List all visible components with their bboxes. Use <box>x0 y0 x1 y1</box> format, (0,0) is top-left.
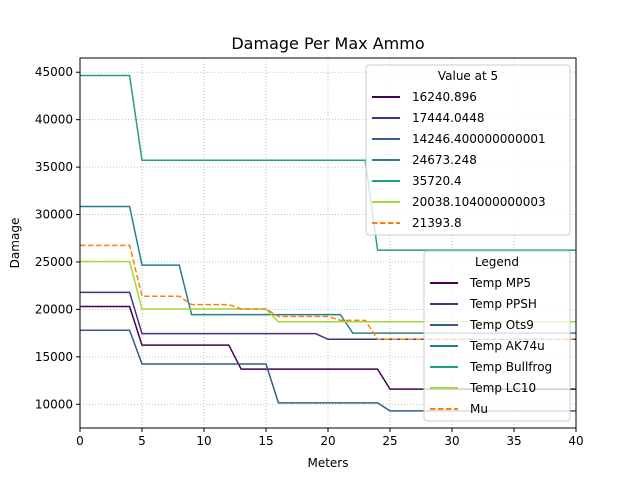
series-line-temp-lc10 <box>80 260 576 323</box>
legend-box <box>423 250 571 422</box>
legend-entry-label: 24673.248 <box>412 153 477 167</box>
legend-entry-label: Temp MP5 <box>469 276 531 290</box>
y-axis-ticks: 10000 15000 20000 25000 30000 35000 40000 45000 <box>35 65 80 411</box>
y-tick-label: 35000 <box>35 160 73 174</box>
x-axis-ticks: 0 5 10 15 20 25 30 35 40 <box>76 428 584 448</box>
legend-entry-label: 20038.104000000003 <box>412 195 546 209</box>
legend-series: Legend Temp MP5 Temp PPSH Temp Ots9 Temp AK7… <box>423 250 571 422</box>
x-axis-label: Meters <box>307 456 348 470</box>
legend-entry-label: Temp LC10 <box>469 381 536 395</box>
x-tick-label: 10 <box>196 434 211 448</box>
x-tick-label: 30 <box>444 434 459 448</box>
legend-entry-label: 14246.400000000001 <box>412 132 546 146</box>
x-tick-label: 5 <box>138 434 146 448</box>
x-tick-label: 0 <box>76 434 84 448</box>
x-tick-label: 25 <box>382 434 397 448</box>
series-line-temp-bullfrog <box>80 74 576 251</box>
y-tick-label: 20000 <box>35 302 73 316</box>
legend-entry-label: Temp Ots9 <box>469 318 534 332</box>
legend-entry-label: Mu <box>470 402 488 416</box>
x-tick-label: 20 <box>320 434 335 448</box>
x-tick-label: 40 <box>568 434 583 448</box>
y-axis-label: Damage <box>8 218 22 269</box>
y-tick-label: 25000 <box>35 255 73 269</box>
legend-entry-label: Temp Bullfrog <box>469 360 552 374</box>
y-tick-label: 10000 <box>35 397 73 411</box>
series-line-mu <box>80 244 576 341</box>
legend-box <box>365 64 571 236</box>
legend-entry-label: 17444.0448 <box>412 111 485 125</box>
y-tick-label: 30000 <box>35 208 73 222</box>
x-tick-label: 35 <box>506 434 521 448</box>
legend-entry-label: 35720.4 <box>412 174 462 188</box>
series-line-temp-ppsh <box>80 291 576 341</box>
legend-value-at-5: Value at 5 16240.896 17444.0448 14246.40000… <box>365 64 571 236</box>
legend-title: Value at 5 <box>438 69 498 83</box>
y-tick-label: 15000 <box>35 350 73 364</box>
legend-entry-label: Temp PPSH <box>469 297 537 311</box>
chart-title: Damage Per Max Ammo <box>231 34 424 53</box>
series-line-temp-ak74u <box>80 205 576 334</box>
legend-entry-label: 16240.896 <box>412 90 477 104</box>
y-tick-label: 45000 <box>35 65 73 79</box>
series-line-temp-ots9 <box>80 329 576 412</box>
y-tick-label: 40000 <box>35 113 73 127</box>
series-lines <box>80 74 576 412</box>
legend-entry-label: 21393.8 <box>412 216 462 230</box>
legend-entry-label: Temp AK74u <box>469 339 545 353</box>
series-line-temp-mp5 <box>80 305 576 390</box>
x-tick-label: 15 <box>258 434 273 448</box>
legend-title: Legend <box>475 255 519 269</box>
